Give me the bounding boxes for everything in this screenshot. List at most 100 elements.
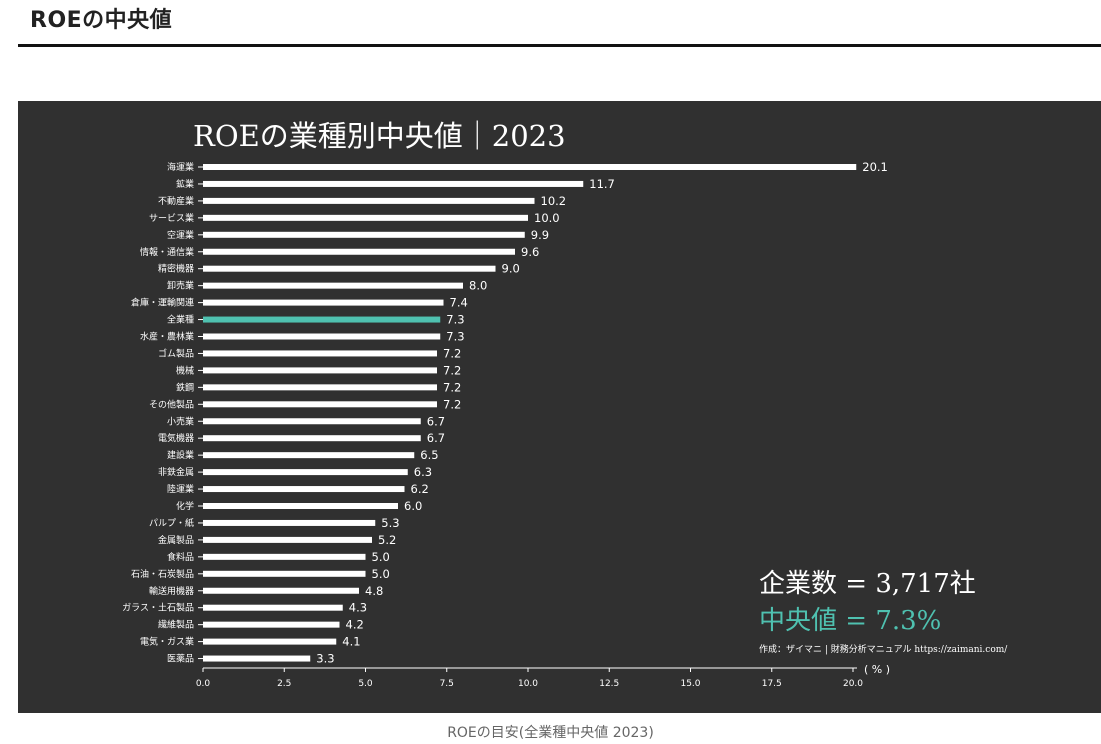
bar — [203, 570, 366, 577]
category-label: 食料品 — [167, 551, 194, 563]
value-label: 6.3 — [414, 465, 432, 479]
bar — [203, 248, 515, 255]
category-label: 空運業 — [167, 229, 194, 241]
bar — [203, 299, 444, 306]
value-label: 7.2 — [443, 397, 461, 411]
value-label: 7.3 — [446, 330, 464, 344]
category-label: サービス業 — [149, 212, 194, 224]
category-label: 情報・通信業 — [140, 246, 194, 258]
x-tick-label: 2.5 — [277, 679, 291, 689]
x-tick-label: 7.5 — [440, 679, 454, 689]
bar — [203, 604, 343, 611]
median-annotation: 中央値 = 7.3% — [759, 606, 941, 636]
value-label: 7.4 — [450, 296, 468, 310]
category-label: ゴム製品 — [158, 347, 194, 359]
category-label: 非鉄金属 — [158, 466, 194, 478]
value-label: 4.2 — [346, 618, 364, 632]
bar — [203, 469, 408, 476]
x-tick-label: 10.0 — [518, 679, 538, 689]
category-label: 輸送用機器 — [149, 585, 194, 597]
value-label: 11.7 — [589, 177, 615, 191]
x-tick-label: 12.5 — [599, 679, 619, 689]
category-label: 繊維製品 — [158, 619, 194, 631]
bar — [203, 316, 441, 323]
category-label: 電気機器 — [158, 432, 194, 444]
roe-bar-chart: ROEの業種別中央値｜2023 海運業鉱業不動産業サービス業空運業情報・通信業精… — [122, 119, 1008, 689]
value-label: 6.7 — [427, 431, 445, 445]
bar — [203, 519, 376, 526]
category-label: 小売業 — [167, 415, 194, 427]
bar — [203, 401, 437, 408]
value-label: 4.1 — [342, 635, 360, 649]
chart-figure: ROEの業種別中央値｜2023 海運業 鉱業 不動産業 サービス業 空運業 情報・通信業精… — [18, 101, 1101, 713]
figure-caption: ROEの目安(全業種中央値 2023) — [447, 725, 654, 741]
value-label: 5.2 — [378, 533, 396, 547]
category-label: 鉄鋼 — [176, 381, 194, 393]
chart-title: ROEの業種別中央値｜2023 — [193, 119, 566, 153]
bar — [203, 452, 415, 459]
value-label: 6.5 — [420, 448, 438, 462]
company-count-annotation: 企業数 = 3,717社 — [759, 569, 976, 599]
value-label: 5.0 — [372, 567, 390, 581]
credit-text: 作成：ザイマニ | 財務分析マニュアル https://zaimani.com/ — [759, 643, 1008, 655]
bar — [203, 418, 421, 425]
category-label: 建設業 — [167, 449, 194, 461]
bar — [203, 435, 421, 442]
x-unit-label: ( % ) — [864, 663, 890, 676]
category-labels: 海運業鉱業不動産業サービス業空運業情報・通信業精密機器卸売業倉庫・運輸関連全業種… — [122, 161, 194, 665]
bar — [203, 164, 857, 170]
category-label: 精密機器 — [158, 263, 194, 275]
category-label: 医薬品 — [167, 653, 194, 665]
bar — [203, 265, 496, 272]
page-heading: ROEの中央値 — [30, 8, 173, 33]
category-label: 金属製品 — [158, 534, 194, 546]
value-label: 10.0 — [534, 211, 560, 225]
bar — [203, 638, 337, 645]
category-label: 海運業 — [167, 161, 194, 173]
x-tick-labels: 0.0 2.5 5.0 7.5 10.0 12.5 15.0 17.5 20.0 — [196, 668, 863, 689]
heading-divider — [18, 44, 1101, 47]
x-tick-label: 17.5 — [762, 679, 782, 689]
category-label: 倉庫・運輸関連 — [131, 297, 194, 309]
bar — [203, 367, 437, 374]
category-label: 卸売業 — [167, 280, 194, 292]
x-tick-label: 0.0 — [196, 679, 211, 689]
bar — [203, 503, 398, 509]
bar — [203, 214, 528, 221]
category-label: 全業種 — [167, 314, 194, 326]
value-label: 7.2 — [443, 346, 461, 360]
x-tick-label: 15.0 — [680, 679, 700, 689]
category-label: 水産・農林業 — [140, 331, 194, 343]
value-label: 8.0 — [469, 279, 487, 293]
value-label: 5.0 — [372, 550, 390, 564]
category-label: 鉱業 — [176, 178, 194, 190]
bar — [203, 231, 525, 238]
x-tick-label: 20.0 — [843, 679, 863, 689]
category-label: パルプ・紙 — [149, 517, 194, 529]
value-label: 9.9 — [531, 228, 549, 242]
bar — [203, 333, 441, 340]
value-label: 6.2 — [411, 482, 429, 496]
value-label: 10.2 — [541, 194, 567, 208]
value-label: 20.1 — [862, 160, 888, 174]
category-label: ガラス・土石製品 — [122, 602, 194, 614]
category-label: その他製品 — [149, 398, 194, 410]
value-labels: 20.1 11.7 10.2 10.0 9.9 9.69.0 8.07.4 7.3 7.3 7.2… — [316, 160, 888, 666]
bar — [203, 536, 372, 543]
value-label: 7.3 — [446, 313, 464, 327]
category-label: 陸運業 — [167, 483, 194, 495]
value-label: 7.2 — [443, 380, 461, 394]
value-label: 9.6 — [521, 245, 539, 259]
value-label: 4.8 — [365, 584, 383, 598]
category-label: 電気・ガス業 — [140, 636, 194, 648]
bar — [203, 350, 437, 357]
bar — [203, 197, 535, 204]
category-label: 石油・石炭製品 — [131, 568, 194, 580]
bar — [203, 655, 311, 662]
bars-group — [198, 164, 857, 662]
value-label: 7.2 — [443, 363, 461, 377]
bar — [203, 621, 340, 628]
value-label: 5.3 — [381, 516, 399, 530]
value-label: 9.0 — [502, 262, 520, 276]
value-label: 6.7 — [427, 414, 445, 428]
